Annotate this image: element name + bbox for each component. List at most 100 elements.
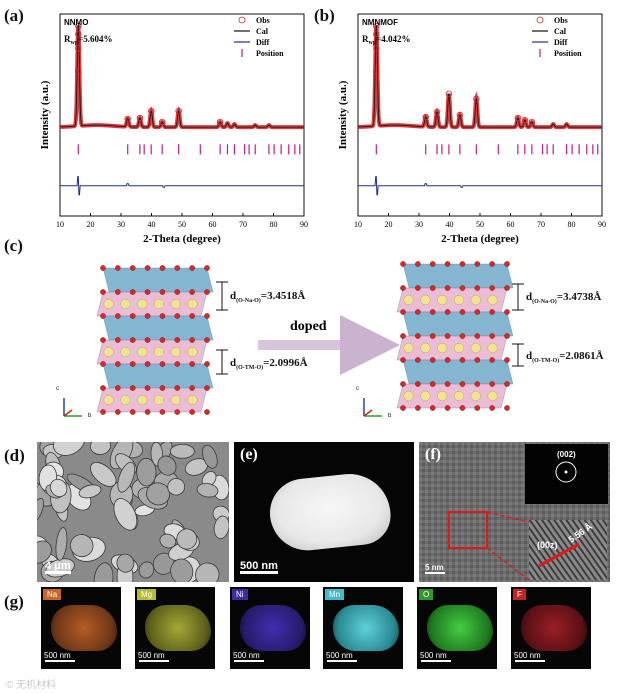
na-atom-struct-left-5-2 bbox=[137, 394, 148, 405]
eds-map-f: F 500 nm bbox=[511, 587, 591, 669]
o-atom-struct-right-3-5 bbox=[474, 333, 481, 339]
o-atom-struct-left-last-5 bbox=[174, 409, 181, 415]
o-atom-struct-right-last-0 bbox=[400, 405, 406, 411]
o-atom-struct-left-1-0 bbox=[100, 289, 106, 295]
sem-grain-33 bbox=[157, 455, 177, 476]
o-atom-struct-left-4-1 bbox=[115, 361, 121, 367]
o-atom-struct-left-last-7 bbox=[204, 409, 210, 415]
fft-label: (002) bbox=[557, 450, 576, 459]
o-atom-struct-right-4-1 bbox=[415, 357, 421, 363]
eds-particle-mg bbox=[145, 605, 211, 651]
eds-tag-na: Na bbox=[43, 589, 62, 600]
eds-map-ni: Ni 500 nm bbox=[230, 587, 310, 669]
legend-position-label-b: Position bbox=[554, 49, 582, 58]
o-atom-struct-left-1-6 bbox=[189, 289, 195, 295]
hrtem-image: (f) (002) (00z) 5.56 Å 5 nm bbox=[419, 442, 610, 582]
o-atom-struct-left-5-0 bbox=[100, 385, 106, 391]
sem-grain-56 bbox=[53, 442, 86, 456]
watermark: © 无机材料 bbox=[6, 680, 57, 691]
o-atom-struct-left-3-2 bbox=[129, 337, 136, 343]
obs-point-main-b-0 bbox=[373, 68, 380, 75]
o-atom-struct-left-1-3 bbox=[144, 289, 151, 295]
obs-point-b-4 bbox=[456, 111, 464, 119]
sem-grain-50 bbox=[196, 482, 219, 498]
axis-c-right: c bbox=[356, 386, 359, 392]
o-atom-struct-right-5-0 bbox=[400, 381, 406, 387]
o-atom-struct-right-0-1 bbox=[415, 261, 421, 267]
o-atom-struct-right-0-3 bbox=[444, 261, 451, 267]
eds-scale-o: 500 nm bbox=[420, 651, 447, 660]
eds-particle-f bbox=[521, 605, 587, 651]
xtick-label-a-3: 40 bbox=[148, 220, 156, 229]
o-atom-struct-right-2-0 bbox=[400, 309, 406, 315]
obs-point-a-6 bbox=[216, 118, 224, 126]
ylabel-b: Intensity (a.u.) bbox=[337, 80, 349, 149]
eds-scale-na: 500 nm bbox=[44, 651, 71, 660]
sem-grain-41 bbox=[90, 462, 117, 487]
o-atom-struct-right-5-1 bbox=[415, 381, 421, 387]
axis-triad-right bbox=[363, 398, 382, 417]
na-atom-struct-right-5-2 bbox=[437, 390, 448, 401]
layer-struct-left-0 bbox=[102, 267, 214, 293]
layer-struct-right-4 bbox=[402, 359, 514, 385]
xtick-label-a-5: 60 bbox=[209, 220, 217, 229]
o-atom-struct-left-4-3 bbox=[144, 361, 151, 367]
o-atom-struct-left-0-3 bbox=[144, 265, 151, 271]
obs-point-b-2 bbox=[433, 108, 441, 116]
o-atom-struct-left-3-5 bbox=[174, 337, 181, 343]
o-atom-struct-left-4-0 bbox=[100, 361, 106, 367]
o-atom-struct-right-4-3 bbox=[444, 357, 451, 363]
o-atom-struct-left-1-2 bbox=[129, 289, 136, 295]
o-atom-struct-right-2-2 bbox=[429, 309, 436, 315]
na-atom-struct-right-1-5 bbox=[487, 295, 498, 306]
o-atom-struct-right-0-5 bbox=[474, 261, 481, 267]
sem-grain-58 bbox=[146, 482, 171, 506]
obs-point-main-b-2 bbox=[373, 31, 380, 38]
na-atom-struct-left-3-1 bbox=[120, 346, 131, 357]
axis-c-left: c bbox=[56, 386, 59, 392]
o-atom-struct-right-3-4 bbox=[459, 333, 466, 339]
o-atom-struct-right-5-5 bbox=[474, 381, 481, 387]
panel-label-c: (c) bbox=[4, 236, 23, 255]
o-atom-struct-left-0-1 bbox=[115, 265, 121, 271]
na-atom-struct-right-3-4 bbox=[470, 342, 481, 353]
obs-point-main-a-1 bbox=[75, 45, 82, 52]
obs-point-b-6 bbox=[514, 114, 522, 122]
o-atom-struct-left-last-1 bbox=[115, 409, 121, 415]
sem-scale-label: 4 μm bbox=[45, 560, 71, 572]
sem-grain-46 bbox=[213, 515, 229, 539]
xtick-label-a-0: 10 bbox=[56, 220, 64, 229]
obs-point-b-5 bbox=[473, 95, 480, 103]
xtick-label-a-7: 80 bbox=[270, 220, 278, 229]
layer-struct-right-0 bbox=[402, 263, 514, 289]
sem-grain-68 bbox=[167, 478, 186, 496]
o-atom-struct-right-4-5 bbox=[474, 357, 481, 363]
eds-map-mn: Mn 500 nm bbox=[323, 587, 403, 669]
o-atom-struct-right-0-7 bbox=[504, 261, 510, 267]
cal-curve-b bbox=[357, 24, 602, 128]
o-atom-struct-left-last-2 bbox=[129, 409, 136, 415]
na-atom-struct-left-3-2 bbox=[137, 346, 148, 357]
legend-diff-label-a: Diff bbox=[256, 38, 270, 47]
legend-position-label-a: Position bbox=[256, 49, 284, 58]
eds-scale-ni: 500 nm bbox=[233, 651, 260, 660]
o-atom-struct-right-2-1 bbox=[415, 309, 421, 315]
o-atom-struct-right-1-6 bbox=[489, 285, 495, 291]
o-atom-struct-left-3-7 bbox=[204, 337, 210, 343]
o-atom-struct-right-4-4 bbox=[459, 357, 466, 363]
o-atom-struct-left-2-5 bbox=[174, 313, 181, 319]
sem-grain-69 bbox=[37, 540, 52, 564]
o-atom-struct-left-last-4 bbox=[159, 409, 166, 415]
na-atom-struct-right-1-3 bbox=[453, 295, 464, 306]
o-atom-struct-right-4-2 bbox=[429, 357, 436, 363]
right-dtm-label: d(O-TM-O)=2.0861Å bbox=[526, 350, 604, 365]
o-atom-struct-right-4-0 bbox=[400, 357, 406, 363]
xtick-label-b-2: 30 bbox=[415, 220, 423, 229]
o-atom-struct-left-2-6 bbox=[189, 313, 195, 319]
obs-point-a-1 bbox=[124, 115, 131, 123]
o-atom-struct-right-2-4 bbox=[459, 309, 466, 315]
structure-doped bbox=[396, 261, 514, 411]
o-atom-struct-right-0-6 bbox=[489, 261, 495, 267]
o-atom-struct-right-5-2 bbox=[429, 381, 436, 387]
layer-struct-left-4 bbox=[102, 363, 214, 389]
